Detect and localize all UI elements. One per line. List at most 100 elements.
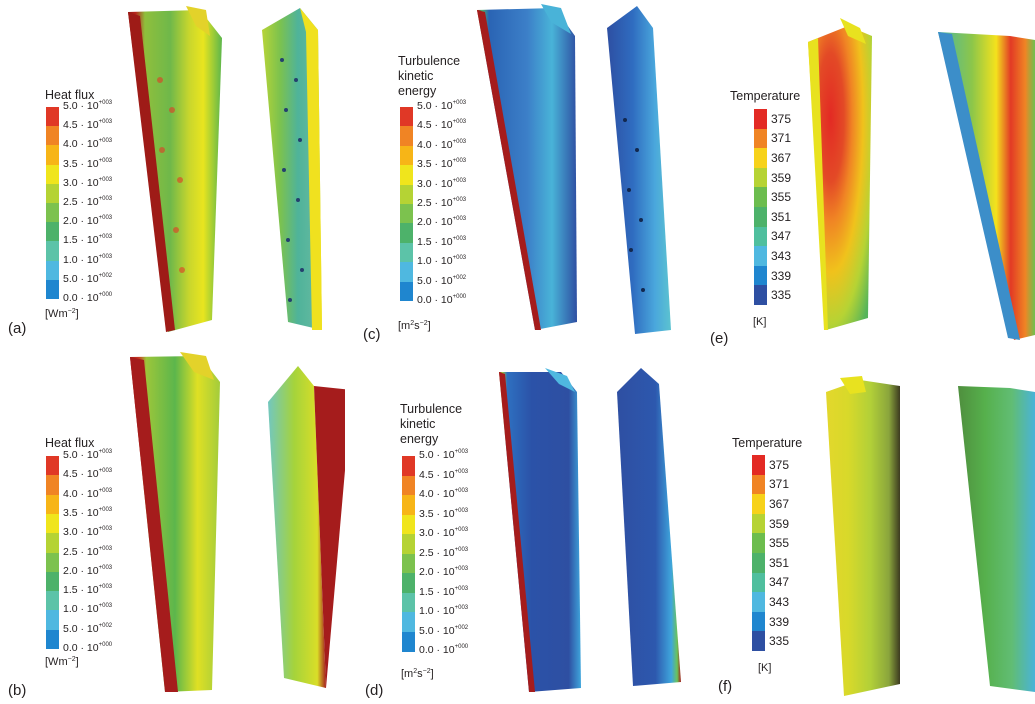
tick-label: 4.0 · 10+003 <box>417 138 467 151</box>
tick-label: 367 <box>771 151 792 165</box>
tick-label: 371 <box>771 131 792 146</box>
tick-label: 347 <box>771 229 792 244</box>
legend-title: Heat flux <box>45 88 95 102</box>
tick-label: 4.5 · 10+003 <box>63 119 113 132</box>
legend-title: Heat flux <box>45 436 95 450</box>
tick-label: 339 <box>771 268 792 283</box>
legend-title: Turbulence kinetic energy <box>398 54 460 99</box>
color-bar-segment <box>46 222 59 242</box>
color-bar-segment <box>400 281 413 302</box>
color-bar-segment <box>754 246 767 267</box>
color-bar-segment <box>46 279 59 300</box>
color-bar-segment <box>46 183 59 204</box>
color-bar-segment <box>402 573 415 593</box>
color-bar-segment <box>752 474 765 495</box>
color-bar-segment <box>402 495 415 515</box>
color-bar-segment <box>46 164 59 185</box>
legend-title-line: Turbulence <box>400 402 463 416</box>
tick-label: 343 <box>771 249 792 263</box>
color-bar-segment <box>46 456 59 476</box>
color-bar-segment <box>752 553 765 574</box>
color-bar-segment <box>754 226 767 247</box>
panel-label: (c) <box>363 326 381 343</box>
tick-label: 359 <box>771 170 792 185</box>
tick-label: 375 <box>771 111 792 126</box>
color-bar-segment <box>402 553 415 574</box>
color-bar-segment <box>400 126 413 147</box>
tick-label: 1.0 · 10+003 <box>417 255 467 268</box>
tick-label: 4.0 · 10+003 <box>63 138 113 151</box>
blade-contour-b <box>130 352 345 692</box>
panel-b: Heat flux 5.0 · 10+003 4.5 · 10+003 4.0 · … <box>0 352 345 704</box>
tick-label: 3.5 · 10+003 <box>417 158 467 171</box>
color-bar-segment <box>752 631 765 652</box>
color-bar-segment <box>402 592 415 613</box>
color-bar <box>46 456 59 650</box>
tick-label: 2.5 · 10+003 <box>419 546 469 559</box>
color-bar-segment <box>400 262 413 283</box>
color-bar-segment <box>46 629 59 650</box>
legend-title: Temperature <box>732 436 803 450</box>
panel-c: Turbulence kinetic energy 5.0 · 10+003 4.… <box>345 0 690 352</box>
color-bar-segment <box>46 591 59 611</box>
legend-title: Temperature <box>730 89 801 103</box>
color-bar-segment <box>752 455 765 476</box>
panel-label: (f) <box>718 678 733 695</box>
tick-label: 4.5 · 10+003 <box>63 468 113 481</box>
color-bar-segment <box>400 107 413 127</box>
tick-label: 1.0 · 10+003 <box>419 605 469 617</box>
unit-label: [m2s−2] <box>401 668 434 680</box>
tick-label: 3.0 · 10+003 <box>63 176 113 189</box>
color-bar-segment <box>46 475 59 496</box>
tick-label: 0.0 · 10+000 <box>419 644 469 656</box>
tick-label: 3.5 · 10+003 <box>419 507 469 520</box>
tick-label: 2.5 · 10+003 <box>63 545 113 558</box>
color-bar-segment <box>46 494 59 515</box>
blade-contour-c <box>477 4 671 334</box>
panel-e: Temperature 375 371 367 359 355 351 347 343 339 3… <box>690 0 1035 352</box>
blade-contour-f <box>826 376 1035 696</box>
color-bar-segment <box>402 534 415 554</box>
unit-label: [K] <box>753 316 767 328</box>
color-bar-segment <box>402 456 415 476</box>
color-bar-segment <box>46 260 59 281</box>
tick-label: 5.0 · 10+003 <box>63 449 113 461</box>
color-bar <box>46 107 59 300</box>
tick-label: 347 <box>769 575 790 590</box>
color-bar-segment <box>46 241 59 262</box>
legend-title: Turbulence kinetic energy <box>400 402 462 447</box>
color-bar-segment <box>754 167 767 188</box>
color-bar-segment <box>754 128 767 149</box>
color-bar-segment <box>752 572 765 593</box>
panel-label: (e) <box>710 330 729 347</box>
color-bar-segment <box>752 533 765 554</box>
color-bar-segment <box>400 165 413 186</box>
tick-label: 339 <box>769 614 790 629</box>
panel-a: Heat flux 5.0 · 10+003 4.5 · 10+003 4.0 · … <box>0 0 345 352</box>
tick-label: 2.5 · 10+003 <box>417 197 467 209</box>
panel-d: Turbulence kinetic energy 5.0 · 10+003 4.… <box>345 352 690 704</box>
tick-label: 5.0 · 10+002 <box>417 274 467 287</box>
color-bar-segment <box>400 184 413 205</box>
panel-f: Temperature 375 371 367 359 355 351 347 343 339 3… <box>690 352 1035 704</box>
color-bar-segment <box>46 107 59 127</box>
tick-label: 5.0 · 10+002 <box>63 622 113 635</box>
tick-label: 3.0 · 10+003 <box>417 177 467 190</box>
color-bar-segment <box>400 223 413 244</box>
tick-label: 351 <box>769 555 790 570</box>
color-bar <box>400 107 413 302</box>
blade-contour-e <box>808 18 1035 340</box>
color-bar-segment <box>46 571 59 592</box>
tick-label: 335 <box>771 288 792 303</box>
unit-label: [K] <box>758 662 772 674</box>
tick-label: 4.5 · 10+003 <box>417 119 467 132</box>
tick-label: 0.0 · 10+000 <box>417 294 467 306</box>
tick-label: 3.0 · 10+003 <box>419 527 469 539</box>
tick-label: 343 <box>769 595 790 609</box>
color-bar-segment <box>46 145 59 166</box>
color-bar-segment <box>402 631 415 652</box>
tick-label: 0.0 · 10+000 <box>63 642 113 654</box>
color-bar-segment <box>46 513 59 534</box>
color-bar-segment <box>402 612 415 632</box>
unit-label: [Wm−2] <box>45 656 79 668</box>
